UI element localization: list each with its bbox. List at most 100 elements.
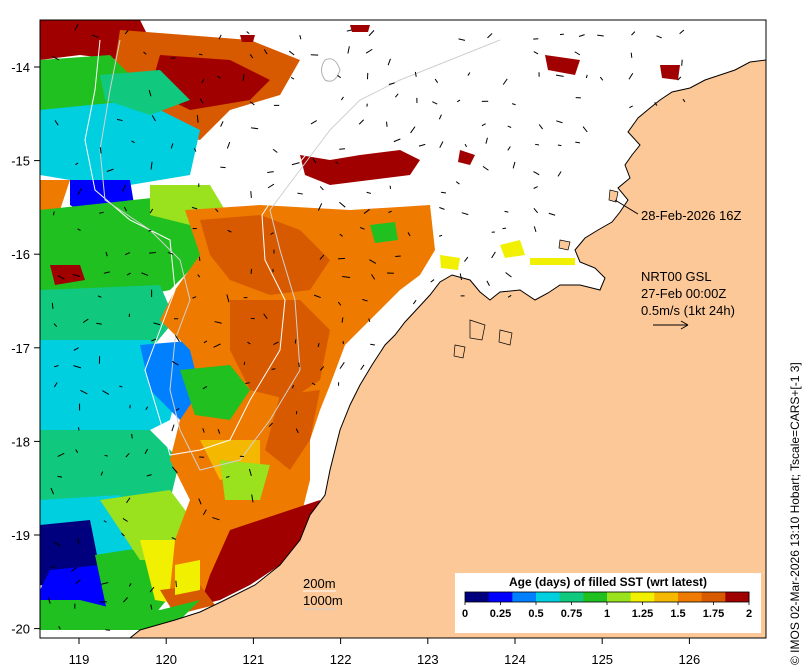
- current-vector: [226, 141, 231, 149]
- current-vector: [214, 321, 222, 324]
- colorbar-swatch: [536, 592, 561, 602]
- current-vector: [151, 338, 157, 342]
- current-vector: [120, 532, 125, 537]
- current-vector: [53, 382, 58, 388]
- current-vector: [196, 115, 199, 123]
- y-tick-label: -15: [11, 154, 30, 169]
- current-vector: [103, 520, 107, 523]
- current-vector: [297, 192, 303, 195]
- colorbar-tick-label: 0.5: [528, 608, 543, 620]
- current-vector: [359, 227, 365, 230]
- current-vector: [73, 347, 79, 351]
- x-tick-label: 119: [69, 652, 90, 667]
- current-vector: [150, 604, 153, 610]
- current-vector: [386, 121, 388, 127]
- colorbar-swatch: [678, 592, 703, 602]
- current-vector: [455, 181, 460, 185]
- current-vector: [50, 487, 55, 495]
- colorbar-tick-label: 0: [462, 608, 468, 620]
- current-vector: [57, 475, 63, 478]
- current-vector: [91, 34, 99, 38]
- current-vector: [245, 382, 250, 384]
- current-vectors: [47, 23, 686, 631]
- current-vector: [582, 126, 588, 133]
- x-tick-label: 124: [504, 652, 526, 667]
- current-vector: [456, 99, 461, 103]
- current-vector: [197, 274, 201, 278]
- colorbar-swatches: [465, 592, 750, 602]
- current-vector: [268, 422, 273, 428]
- current-vector: [248, 468, 252, 477]
- current-vector: [574, 51, 581, 56]
- current-product-label: NRT00 GSL: [641, 269, 712, 284]
- colorbar-swatch: [607, 592, 632, 602]
- current-vector: [388, 82, 395, 85]
- current-vector: [149, 251, 156, 254]
- current-vector: [225, 476, 230, 478]
- current-vector: [198, 53, 203, 56]
- current-vector: [53, 323, 58, 328]
- map-plot-area: [40, 20, 766, 638]
- current-vector: [217, 75, 221, 79]
- current-vector: [387, 58, 391, 66]
- current-vector: [270, 232, 274, 235]
- y-axis: -14 -15 -16 -17 -18 -19 -20: [11, 60, 40, 637]
- current-vector: [99, 211, 104, 214]
- current-vector: [682, 98, 686, 103]
- current-vector: [202, 509, 207, 516]
- current-vector: [512, 161, 516, 169]
- coastal-islands: [453, 189, 619, 359]
- current-vector: [414, 71, 417, 77]
- current-vector: [346, 29, 353, 32]
- current-vector: [54, 120, 59, 126]
- current-vector: [395, 93, 399, 98]
- colorbar-swatch: [488, 592, 513, 602]
- current-vector: [410, 126, 416, 134]
- current-vector: [482, 165, 489, 171]
- isobath-200-label: 200m: [303, 576, 336, 591]
- current-vector: [144, 448, 149, 455]
- colorbar-tick-label: 1: [604, 608, 610, 620]
- current-vector: [631, 31, 636, 36]
- current-vector: [292, 384, 294, 389]
- current-vector: [97, 295, 102, 298]
- current-vector: [148, 89, 152, 97]
- current-vector: [125, 452, 130, 458]
- current-vector: [358, 119, 364, 125]
- timestamp-pointer: [614, 199, 639, 215]
- current-vector: [74, 23, 79, 31]
- current-vector: [247, 341, 251, 345]
- current-vector: [312, 158, 317, 164]
- current-vector: [366, 191, 372, 194]
- current-vector: [149, 586, 155, 593]
- current-vector: [131, 433, 133, 439]
- current-vector: [122, 597, 128, 603]
- colorbar-tick-label: 0.75: [561, 608, 582, 620]
- current-vector: [103, 271, 110, 274]
- current-vector: [203, 340, 208, 344]
- current-vector: [371, 274, 376, 280]
- current-vector: [491, 251, 496, 259]
- current-vector: [249, 54, 254, 59]
- current-vector: [202, 385, 208, 390]
- current-vector: [116, 118, 123, 122]
- current-vector: [105, 251, 108, 257]
- current-vector: [250, 191, 252, 199]
- current-vector: [57, 452, 65, 458]
- current-vector: [342, 276, 351, 278]
- current-vector: [368, 318, 371, 322]
- current-vector: [459, 273, 463, 281]
- current-vector: [151, 115, 156, 122]
- current-vector: [141, 272, 149, 276]
- current-vector: [198, 498, 202, 505]
- current-vector: [58, 626, 61, 630]
- current-vector: [630, 52, 633, 58]
- current-vector: [407, 232, 411, 237]
- current-vector: [464, 143, 468, 148]
- timestamp-label: 28-Feb-2026 16Z: [641, 208, 742, 223]
- current-vector: [52, 211, 55, 216]
- current-vector: [337, 75, 342, 79]
- current-vector: [507, 146, 511, 151]
- colorbar-ticks: 0 0.25 0.5 0.75 1 1.25 1.5 1.75 2: [462, 602, 752, 620]
- current-vector: [201, 78, 205, 84]
